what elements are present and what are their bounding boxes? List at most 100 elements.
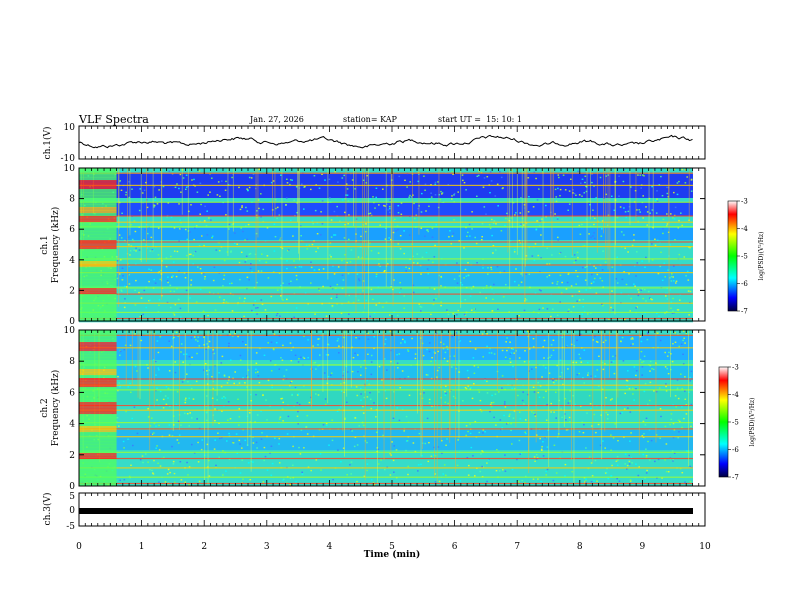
- spectrogram-noise: [412, 262, 415, 264]
- spectrogram-noise: [173, 472, 176, 475]
- spectrogram-noise: [611, 398, 613, 400]
- spectrogram-noise: [397, 243, 400, 245]
- spectrogram-noise: [591, 273, 593, 276]
- spectrogram-noise: [491, 218, 493, 221]
- spectrogram-noise: [570, 311, 573, 313]
- spectrogram-noise: [508, 413, 511, 415]
- spectrogram-noise: [688, 314, 690, 316]
- spectrogram-early-segment: [79, 372, 117, 376]
- spectrogram-band: [79, 270, 693, 273]
- spectrogram-noise: [679, 467, 682, 470]
- spectrogram-noise: [181, 381, 184, 383]
- spectrogram-noise: [168, 340, 170, 342]
- spectrogram-noise: [172, 415, 175, 417]
- spectrogram-noise: [370, 373, 373, 376]
- spectrogram-band: [79, 372, 693, 375]
- spectrogram-noise: [458, 275, 461, 277]
- spectrogram-early-segment: [79, 333, 117, 337]
- spectrogram-noise: [576, 300, 578, 302]
- spectrogram-noise: [491, 288, 493, 290]
- spectrogram-noise: [339, 220, 341, 222]
- spectrogram-noise: [168, 170, 171, 172]
- spectrogram-noise: [149, 425, 152, 427]
- spectrogram-noise: [443, 464, 446, 466]
- spectrogram-noise: [479, 399, 482, 402]
- interference-line: [79, 221, 693, 223]
- spectrogram-noise: [570, 343, 573, 346]
- spectrogram-noise: [449, 390, 451, 393]
- spectrogram-noise: [660, 251, 662, 253]
- spectrogram-noise: [341, 177, 344, 179]
- spectrogram-noise: [611, 290, 613, 292]
- spectrogram-band: [79, 208, 693, 211]
- spectrogram-noise: [390, 179, 393, 181]
- spectrogram-noise: [250, 177, 253, 179]
- spectrogram-noise: [120, 189, 123, 191]
- spectrogram-noise: [145, 306, 148, 309]
- spectrogram-noise: [256, 313, 258, 315]
- interference-line: [79, 302, 693, 304]
- spectrogram-noise: [358, 278, 360, 280]
- spectrogram-noise: [239, 472, 242, 474]
- spectrogram-noise: [637, 294, 640, 297]
- spectrogram-noise: [629, 411, 632, 413]
- spectrogram-noise: [303, 335, 305, 337]
- spectrogram-noise: [421, 442, 424, 444]
- spectrogram-noise: [250, 460, 253, 463]
- spectrogram-noise: [408, 234, 411, 236]
- spectrogram-noise: [398, 175, 401, 178]
- spectrogram-noise: [480, 453, 482, 455]
- spectrogram-noise: [680, 343, 683, 345]
- spectrogram-noise: [227, 419, 229, 421]
- spectrogram-noise: [572, 361, 575, 364]
- spectrogram-noise: [417, 171, 420, 174]
- spectrogram-band: [79, 284, 693, 287]
- colorbar-tick-label: -6: [741, 280, 748, 288]
- spectrogram-early-segment: [79, 213, 117, 217]
- spectrogram-noise: [300, 266, 303, 268]
- spectrogram-noise: [347, 301, 350, 303]
- spectrogram-noise: [285, 197, 288, 199]
- spectrogram-noise: [485, 285, 488, 287]
- spectrogram-noise: [675, 406, 677, 408]
- spectrogram-noise: [176, 287, 178, 290]
- spectrogram-noise: [591, 181, 593, 184]
- spectrogram-noise: [582, 266, 584, 269]
- spectrogram-noise: [416, 262, 419, 264]
- spectrogram-noise: [670, 280, 673, 282]
- spectrogram-noise: [117, 389, 119, 392]
- spectrogram-noise: [230, 250, 232, 252]
- spectrogram-noise: [506, 212, 508, 215]
- spectrogram-noise: [519, 418, 522, 420]
- spectrogram-early-segment: [79, 399, 117, 403]
- spectrogram-noise: [258, 382, 261, 384]
- spectrogram-noise: [520, 281, 523, 283]
- spectrogram-band: [79, 414, 693, 417]
- spectrogram-noise: [535, 177, 537, 180]
- spectrogram-early-segment: [79, 261, 117, 265]
- spectrogram-noise: [184, 401, 187, 404]
- spectrogram-noise: [621, 412, 623, 414]
- spectrogram-noise: [294, 266, 297, 269]
- spectrogram-noise: [501, 387, 503, 389]
- spectrogram-noise: [546, 446, 549, 448]
- ch1-spec-ytick-label: 4: [69, 256, 75, 266]
- sferic-streak: [137, 330, 139, 398]
- spectrogram-noise: [200, 448, 203, 451]
- sferic-streak: [668, 168, 670, 218]
- spectrogram-noise: [120, 290, 123, 292]
- spectrogram-noise: [681, 388, 683, 390]
- spectrogram-noise: [214, 420, 216, 422]
- spectrogram-noise: [225, 301, 228, 303]
- spectrogram-noise: [257, 270, 260, 272]
- spectrogram-noise: [365, 182, 368, 184]
- spectrogram-noise: [375, 416, 377, 418]
- spectrogram-noise: [452, 395, 455, 398]
- spectrogram-band: [79, 174, 693, 177]
- spectrogram-early-segment: [79, 270, 117, 274]
- spectrogram-noise: [492, 252, 494, 254]
- spectrogram-noise: [550, 354, 553, 357]
- spectrogram-noise: [589, 403, 592, 405]
- spectrogram-noise: [509, 358, 511, 360]
- spectrogram-noise: [344, 254, 346, 256]
